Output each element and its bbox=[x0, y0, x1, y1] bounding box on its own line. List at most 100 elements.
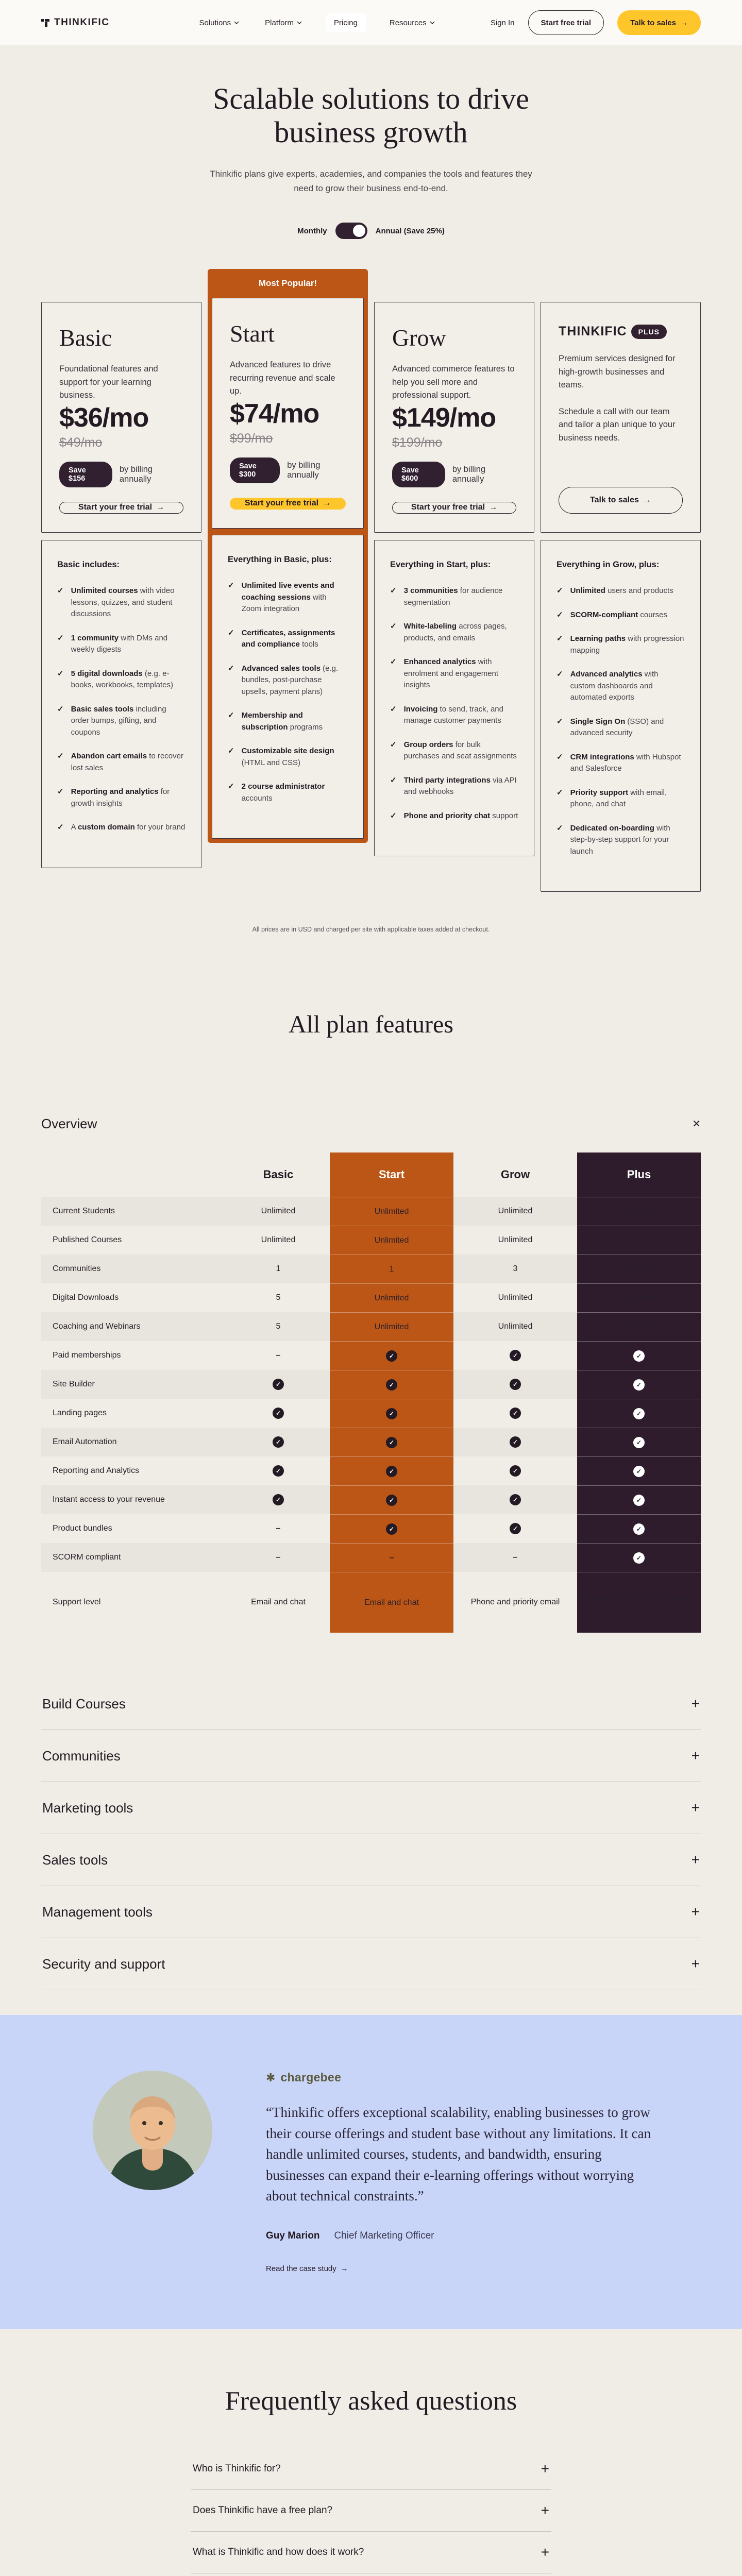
plan-feature: ✓ Basic sales tools including order bump… bbox=[57, 704, 185, 739]
includes-title: Everything in Start, plus: bbox=[390, 560, 491, 569]
case-study-link[interactable]: Read the case study → bbox=[266, 2264, 348, 2273]
nav-item-pricing[interactable]: Pricing bbox=[326, 13, 366, 32]
feature-value-cell: 1 bbox=[330, 1255, 453, 1283]
feature-value-cell: 3 bbox=[453, 1255, 577, 1283]
plan-feature: ✓ 2 course administrator accounts bbox=[228, 781, 348, 804]
faq-question: Does Thinkific have a free plan? bbox=[193, 2504, 333, 2516]
feature-value-cell: ✓ bbox=[577, 1485, 701, 1514]
plan-feature: ✓ Customizable site design (HTML and CSS… bbox=[228, 745, 348, 769]
feature-value-cell: Unlimited bbox=[453, 1197, 577, 1226]
accordion-section[interactable]: Build Courses + bbox=[41, 1678, 701, 1730]
check-circle-icon: ✓ bbox=[273, 1408, 284, 1419]
billing-toggle[interactable] bbox=[335, 223, 367, 239]
feature-value-cell: 5 bbox=[227, 1312, 330, 1341]
plan-feature-text: 2 course administrator accounts bbox=[241, 782, 325, 803]
thinkific-logo[interactable]: THINKIFIC bbox=[41, 17, 109, 28]
start-free-trial-button[interactable]: Start your free trial → bbox=[392, 501, 516, 514]
pricing-fine-print: All prices are in USD and charged per si… bbox=[252, 926, 490, 933]
start-free-trial-button[interactable]: Start your free trial → bbox=[59, 501, 183, 514]
faq-item[interactable]: Is it easy to get started? + bbox=[191, 2573, 551, 2576]
check-circle-icon: ✓ bbox=[633, 1379, 645, 1391]
plan-name: Grow bbox=[392, 325, 446, 351]
plan-card-plus: THINKIFIC PLUS Premium services designed… bbox=[541, 269, 701, 892]
plan-feature-text: Unlimited courses with video lessons, qu… bbox=[71, 586, 175, 618]
plan-feature: ✓ 3 communities for audience segmentatio… bbox=[390, 585, 518, 608]
feature-value-cell: ✓ bbox=[577, 1341, 701, 1370]
plan-feature: ✓ Phone and priority chat support bbox=[390, 810, 518, 822]
accordion-section[interactable]: Marketing tools + bbox=[41, 1782, 701, 1834]
plan-price: $36/mo bbox=[59, 402, 149, 433]
plus-icon: + bbox=[691, 1956, 700, 1972]
nav-item-resources[interactable]: Resources bbox=[387, 13, 437, 32]
plan-feature-text: Phone and priority chat support bbox=[403, 811, 518, 820]
page-title: Scalable solutions to drive business gro… bbox=[213, 82, 529, 149]
check-icon: ✓ bbox=[556, 634, 563, 643]
faq-item[interactable]: Does Thinkific have a free plan? + bbox=[191, 2490, 551, 2532]
feature-value-cell: ✓ bbox=[227, 1399, 330, 1428]
feature-value-cell: 5 bbox=[276, 1293, 281, 1302]
arrow-right-icon: → bbox=[340, 2264, 348, 2273]
accordion-section[interactable]: Communities + bbox=[41, 1730, 701, 1782]
feature-value-cell: 1 bbox=[227, 1255, 330, 1283]
feature-value-cell: ✓ bbox=[330, 1399, 453, 1428]
arrow-right-icon: → bbox=[643, 496, 651, 504]
save-badge: Save $300 bbox=[230, 457, 280, 483]
talk-to-sales-button[interactable]: Talk to sales → bbox=[559, 487, 683, 514]
plan-feature-text: Dedicated on-boarding with step-by-step … bbox=[570, 823, 670, 856]
talk-to-sales-button[interactable]: Talk to sales → bbox=[617, 10, 701, 35]
dash-icon: – bbox=[276, 1524, 281, 1533]
plan-price: $149/mo bbox=[392, 402, 496, 433]
check-circle-icon: ✓ bbox=[510, 1436, 521, 1448]
check-icon: ✓ bbox=[390, 586, 397, 595]
nav-item-solutions[interactable]: Solutions bbox=[197, 13, 241, 32]
check-circle-icon: ✓ bbox=[273, 1494, 284, 1505]
billing-annual-label[interactable]: Annual (Save 25%) bbox=[375, 226, 445, 235]
feature-table-section: Overview ✕ Basic Start Grow Plus Current… bbox=[41, 1116, 701, 1633]
check-circle-icon: ✓ bbox=[510, 1494, 521, 1505]
start-free-trial-button[interactable]: Start your free trial → bbox=[230, 497, 346, 510]
plan-feature-text: Certificates, assignments and compliance… bbox=[241, 628, 335, 649]
check-icon: ✓ bbox=[57, 633, 64, 642]
check-icon: ✓ bbox=[556, 670, 563, 679]
chargebee-logo-icon: ✱ bbox=[266, 2071, 276, 2084]
check-circle-icon: ✓ bbox=[633, 1436, 645, 1448]
check-circle-icon: ✓ bbox=[633, 1523, 645, 1535]
feature-value-cell: Phone and priority email bbox=[470, 1598, 560, 1606]
accordion-label: Build Courses bbox=[42, 1696, 126, 1711]
thinkific-logo-icon bbox=[41, 19, 49, 27]
table-header-plus: Plus bbox=[577, 1153, 701, 1197]
faq-item[interactable]: What is Thinkific and how does it work? … bbox=[191, 2532, 551, 2573]
billing-monthly-label[interactable]: Monthly bbox=[297, 226, 327, 235]
dash-icon: – bbox=[276, 1351, 281, 1360]
check-icon: ✓ bbox=[57, 787, 64, 796]
plan-feature-text: Invoicing to send, track, and manage cus… bbox=[403, 704, 503, 725]
plan-name: Start bbox=[230, 320, 275, 347]
accordion-label: Management tools bbox=[42, 1904, 153, 1920]
includes-title: Basic includes: bbox=[57, 560, 120, 569]
feature-value-cell: Unlimited bbox=[577, 1226, 701, 1255]
accordion-section[interactable]: Management tools + bbox=[41, 1886, 701, 1938]
plan-feature-text: 5 digital downloads (e.g. e-books, workb… bbox=[71, 669, 173, 690]
accordion-label: Communities bbox=[42, 1748, 121, 1764]
plus-icon: + bbox=[691, 1748, 700, 1764]
plan-feature-text: White-labeling across pages, products, a… bbox=[403, 622, 507, 642]
plan-description-2: Schedule a call with our team and tailor… bbox=[559, 406, 676, 443]
feature-value-cell: Unlimited bbox=[330, 1197, 453, 1226]
close-icon[interactable]: ✕ bbox=[692, 1118, 701, 1130]
plan-name: Basic bbox=[59, 325, 112, 351]
feature-value-cell: Unlimited bbox=[498, 1235, 533, 1244]
check-circle-icon: ✓ bbox=[386, 1523, 397, 1535]
accordion-section[interactable]: Sales tools + bbox=[41, 1834, 701, 1886]
feature-value-cell: Unlimited bbox=[577, 1197, 701, 1226]
check-circle-icon: ✓ bbox=[273, 1436, 284, 1448]
feature-value-cell: Unlimited bbox=[330, 1226, 453, 1255]
check-circle-icon: ✓ bbox=[510, 1350, 521, 1361]
faq-item[interactable]: Who is Thinkific for? + bbox=[191, 2448, 551, 2490]
feature-value-cell: Unlimited bbox=[577, 1255, 701, 1283]
feature-value-cell: ✓ bbox=[453, 1514, 577, 1543]
accordion-section[interactable]: Security and support + bbox=[41, 1938, 701, 1990]
nav-item-platform[interactable]: Platform bbox=[263, 13, 304, 32]
feature-value-cell: ✓ bbox=[453, 1341, 577, 1370]
sign-in-link[interactable]: Sign In bbox=[490, 18, 515, 27]
start-free-trial-button[interactable]: Start free trial bbox=[528, 10, 604, 35]
